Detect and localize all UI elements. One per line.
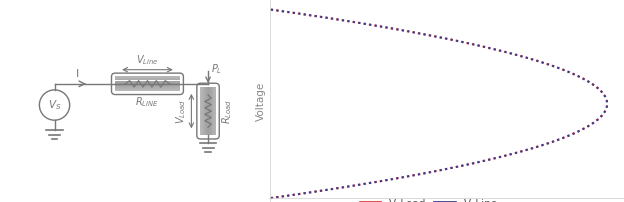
FancyBboxPatch shape [115,76,180,77]
FancyBboxPatch shape [115,84,180,85]
FancyBboxPatch shape [216,87,217,135]
Text: $V_{Load}$: $V_{Load}$ [175,99,188,124]
FancyBboxPatch shape [115,81,180,82]
FancyBboxPatch shape [206,87,207,135]
FancyBboxPatch shape [115,90,180,91]
FancyBboxPatch shape [210,87,211,135]
FancyBboxPatch shape [115,77,180,78]
FancyBboxPatch shape [203,87,205,135]
Y-axis label: Voltage: Voltage [256,81,266,121]
FancyBboxPatch shape [211,87,212,135]
FancyBboxPatch shape [207,87,208,135]
FancyBboxPatch shape [115,83,180,84]
FancyBboxPatch shape [214,87,215,135]
FancyBboxPatch shape [115,89,180,90]
FancyBboxPatch shape [115,79,180,80]
Text: $V_S$: $V_S$ [48,98,61,112]
FancyBboxPatch shape [202,87,203,135]
Legend: V_Load, V_Line: V_Load, V_Line [355,194,502,202]
Text: $R_{LINE}$: $R_{LINE}$ [135,95,159,109]
Text: $P_L$: $P_L$ [211,62,222,76]
FancyBboxPatch shape [115,82,180,83]
Text: I: I [76,69,79,79]
FancyBboxPatch shape [200,87,201,135]
Text: $V_{Line}$: $V_{Line}$ [136,53,158,67]
Text: $R_{Load}$: $R_{Load}$ [220,99,234,124]
FancyBboxPatch shape [115,85,180,86]
FancyBboxPatch shape [213,87,214,135]
FancyBboxPatch shape [208,87,209,135]
FancyBboxPatch shape [212,87,213,135]
FancyBboxPatch shape [115,78,180,79]
FancyBboxPatch shape [209,87,210,135]
FancyBboxPatch shape [115,88,180,89]
FancyBboxPatch shape [115,86,180,87]
FancyBboxPatch shape [205,87,206,135]
FancyBboxPatch shape [115,87,180,88]
